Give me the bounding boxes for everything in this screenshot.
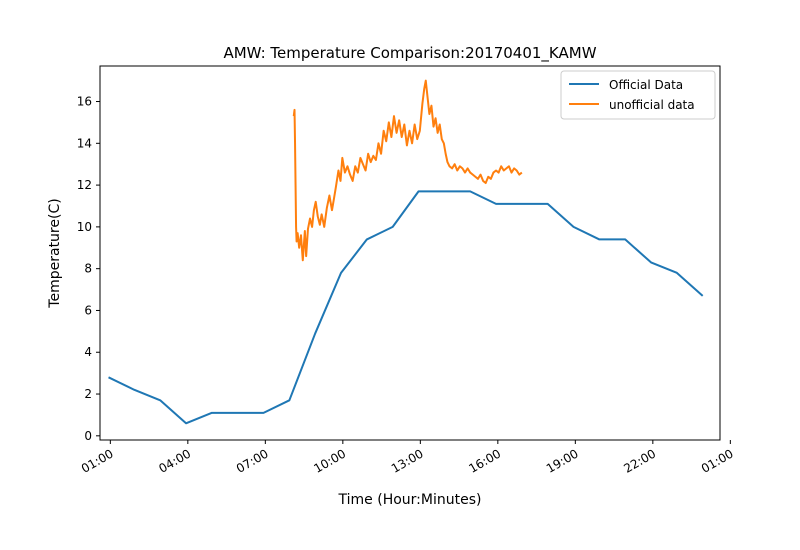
series-layer (108, 79, 704, 425)
legend-label-unofficial: unofficial data (609, 98, 695, 112)
y-tick-label: 10 (77, 220, 92, 234)
y-tick-label: 0 (84, 429, 92, 443)
y-tick-label: 12 (77, 178, 92, 192)
legend-box (560, 70, 716, 120)
y-axis: 0 2 4 6 8 10 12 14 16 (77, 95, 100, 443)
y-axis-label: Temperature(C) (47, 198, 63, 308)
y-tick-label: 16 (77, 95, 92, 109)
y-tick-label: 14 (77, 136, 92, 150)
plot-frame (99, 65, 721, 441)
plot-background (100, 66, 720, 440)
y-tick-label: 2 (84, 387, 92, 401)
plot-area (99, 65, 721, 441)
y-tick-label: 8 (84, 262, 92, 276)
y-tick-label: 6 (84, 303, 92, 317)
x-axis-label: Time (Hour:Minutes) (338, 492, 482, 508)
y-tick-label: 4 (84, 345, 92, 359)
chart-title: AMW: Temperature Comparison:20170401_KAM… (223, 44, 596, 63)
series-line-unofficial (292, 79, 523, 262)
series-line-official (108, 190, 704, 425)
legend: Official Data unofficial data (560, 70, 716, 120)
legend-label-official: Official Data (609, 78, 683, 92)
